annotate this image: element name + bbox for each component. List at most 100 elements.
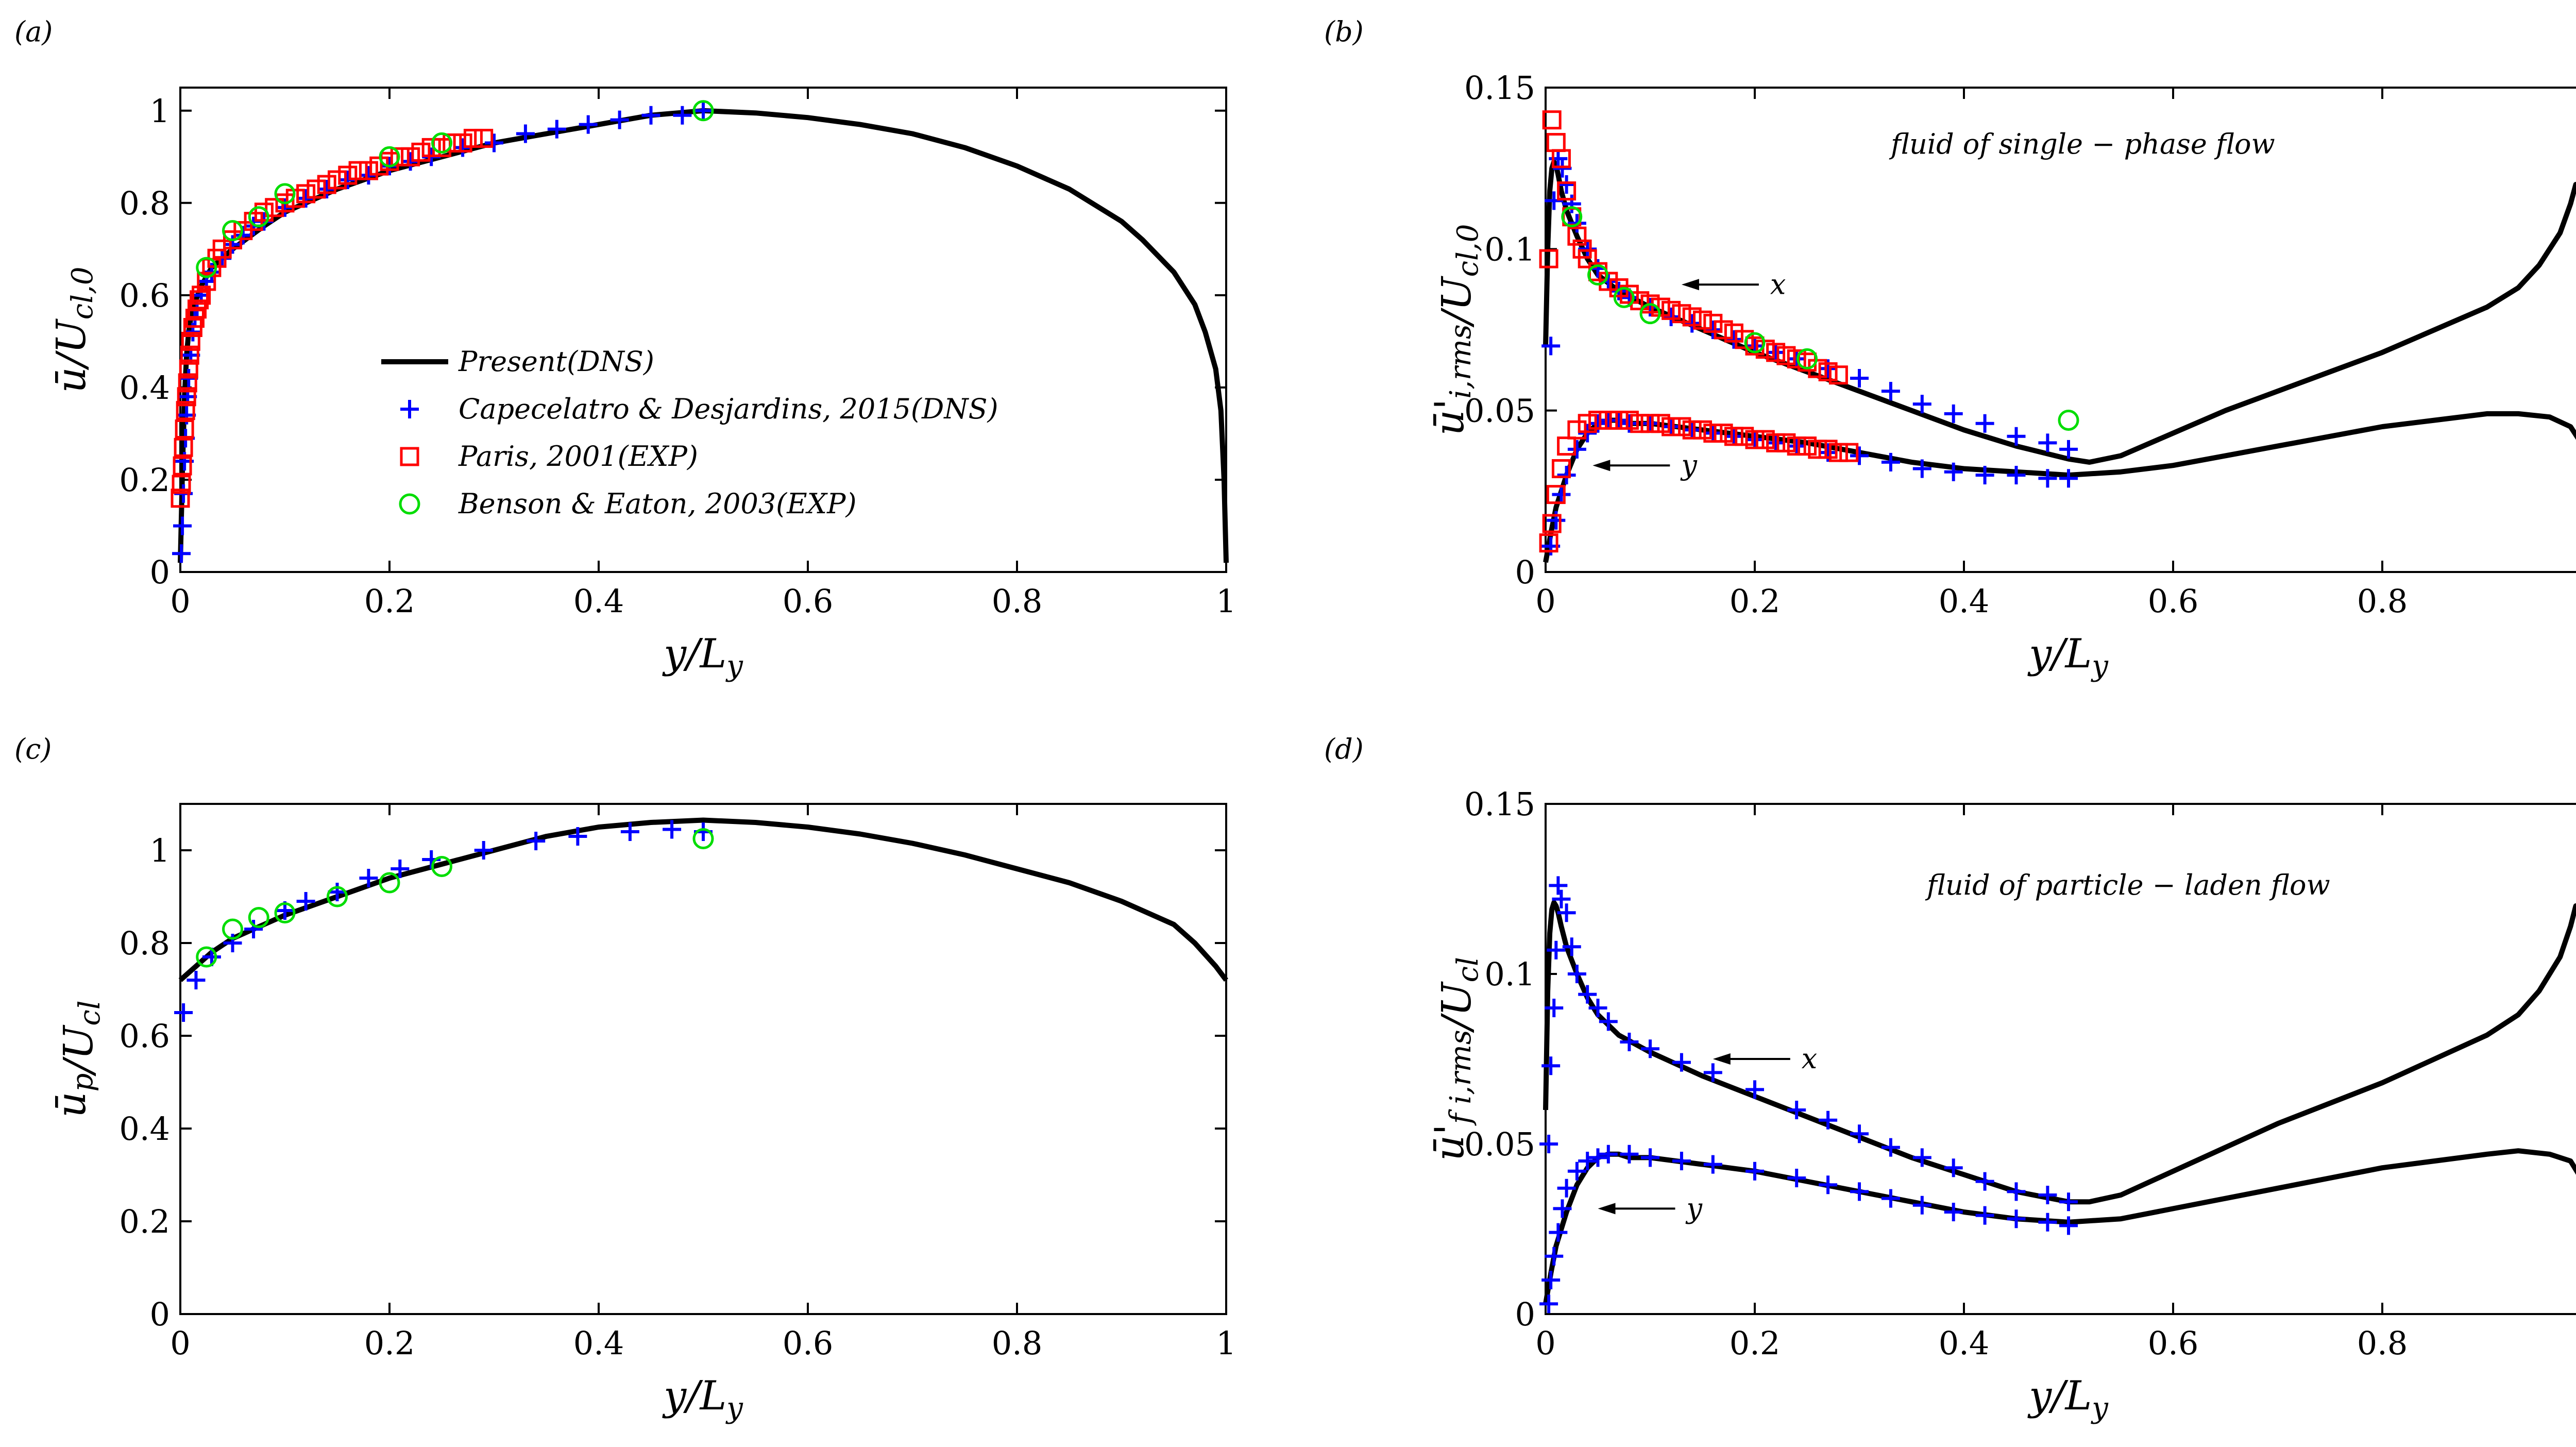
y-tick-label: 0	[150, 1295, 170, 1333]
data-point-square	[175, 419, 194, 439]
data-point-circle	[248, 907, 269, 928]
annotation: fluid of particle − laden flow	[1925, 869, 2330, 901]
data-point-square	[1735, 427, 1754, 446]
x-tick-label: 0.2	[1730, 1324, 1781, 1362]
x-axis-label: y/Ly	[2027, 1373, 2109, 1425]
data-point-square	[1551, 459, 1571, 478]
data-point-square	[1828, 365, 1848, 385]
data-point-square	[348, 161, 368, 180]
data-point-plus	[1881, 1138, 1900, 1157]
data-point-circle	[274, 183, 296, 205]
data-point-plus	[1912, 1196, 1931, 1215]
data-point-square	[1640, 414, 1660, 433]
data-point-plus	[1745, 430, 1764, 449]
y-tick-label: 0.8	[119, 924, 170, 962]
x-tick-label: 0.8	[2357, 1324, 2408, 1362]
arrow-label-x: x	[1713, 1042, 1817, 1075]
data-point-square	[1693, 420, 1712, 440]
data-point-plus	[223, 934, 242, 952]
data-point-square	[1557, 436, 1577, 456]
arrow-text: x	[1802, 1042, 1817, 1075]
data-point-plus	[663, 820, 682, 839]
legend-marker	[400, 447, 419, 466]
y-tick-label: 0	[150, 553, 170, 591]
data-point-square	[265, 198, 284, 217]
data-point-plus	[1975, 466, 1994, 484]
data-point-circle	[196, 946, 217, 968]
data-point-plus	[174, 1003, 193, 1022]
data-point-square	[1755, 430, 1775, 449]
arrow-label-y: y	[1598, 1192, 1703, 1224]
y-axis-label: ū/Ucl,0	[48, 267, 99, 393]
data-point-plus	[1766, 433, 1785, 452]
data-point-plus	[1578, 424, 1597, 443]
data-point-square	[1546, 485, 1566, 504]
plot-frame	[179, 803, 1227, 1315]
data-point-square	[1578, 249, 1597, 268]
data-point-plus	[1641, 1039, 1659, 1058]
data-point-plus	[2007, 1209, 2026, 1229]
y-axis-label: ū'f i,rms/Ucl	[1427, 957, 1485, 1161]
data-point-square	[421, 138, 441, 157]
data-point-circle	[431, 856, 452, 877]
data-point-plus	[2059, 1192, 2078, 1212]
data-point-plus	[1578, 240, 1597, 259]
data-point-square	[1735, 330, 1754, 349]
arrow-text: y	[1686, 1192, 1703, 1224]
data-point-plus	[1745, 1162, 1764, 1181]
data-point-plus	[1557, 903, 1576, 922]
legend-label: Paris, 2001(EXP)	[458, 440, 698, 473]
data-point-square	[307, 179, 326, 199]
data-point-square	[180, 345, 199, 365]
data-point-plus	[1541, 1056, 1561, 1075]
y-tick-label: 0	[1515, 553, 1535, 591]
arrow-head	[1713, 1053, 1731, 1065]
data-point-square	[1776, 433, 1796, 452]
panel-c: 0 0.2 0.4 0.6 0.8 1 0 0.2 0.4 0.6 0.8 1 y/Ly ūp/Ucl (c…	[14, 733, 1236, 1425]
data-point-square	[296, 184, 316, 204]
x-tick-label: 1	[1216, 582, 1236, 620]
series-group	[1539, 876, 2576, 1314]
data-point-circle	[379, 872, 400, 894]
x-tick-label: 0	[170, 582, 190, 620]
data-point-plus	[1912, 395, 1931, 414]
data-point-square	[1588, 410, 1607, 430]
data-point-plus	[1545, 1247, 1564, 1266]
data-point-plus	[1567, 440, 1586, 459]
x-tick-label: 0	[1535, 1324, 1555, 1362]
data-point-square	[1693, 310, 1712, 330]
data-point-square	[1542, 514, 1562, 533]
annotation: fluid of single − phase flow	[1889, 128, 2275, 160]
arrow-head	[1598, 1203, 1616, 1215]
data-point-plus	[244, 920, 263, 938]
data-point-square	[1599, 272, 1618, 291]
arrow-head	[1592, 460, 1611, 472]
panel-label: (c)	[14, 733, 52, 765]
data-point-plus	[1562, 937, 1581, 956]
data-point-plus	[1881, 382, 1900, 401]
panel-a: 0 0.2 0.4 0.6 0.8 1 0 0.2 0.4 0.6 0.8 1 y/Ly ū/Ucl,0 (…	[14, 15, 1236, 683]
data-point-plus	[1944, 404, 1963, 423]
data-point-square	[1619, 410, 1639, 430]
data-point-plus	[1912, 459, 1931, 478]
data-point-plus	[1819, 1175, 1838, 1194]
series-line-0	[1543, 900, 2576, 1205]
data-point-square	[1745, 430, 1765, 449]
x-axis-label: y/Ly	[2027, 631, 2109, 683]
legend: Present(DNS) Capecelatro & Desjardins, 20…	[381, 345, 998, 520]
data-point-circle	[1561, 206, 1583, 228]
legend-marker	[399, 493, 420, 515]
legend-item: Paris, 2001(EXP)	[400, 440, 698, 473]
data-point-square	[171, 489, 190, 508]
data-point-plus	[1766, 343, 1785, 362]
x-tick-label: 0.4	[1939, 582, 1990, 620]
arrow-text: y	[1680, 449, 1698, 481]
data-point-square	[181, 331, 200, 351]
data-point-plus	[485, 133, 503, 153]
data-point-plus	[187, 971, 206, 989]
data-point-square	[190, 290, 209, 310]
data-point-square	[1703, 313, 1723, 333]
data-point-square	[401, 147, 420, 166]
y-tick-label: 0.15	[1464, 69, 1535, 107]
data-point-square	[1567, 226, 1587, 246]
